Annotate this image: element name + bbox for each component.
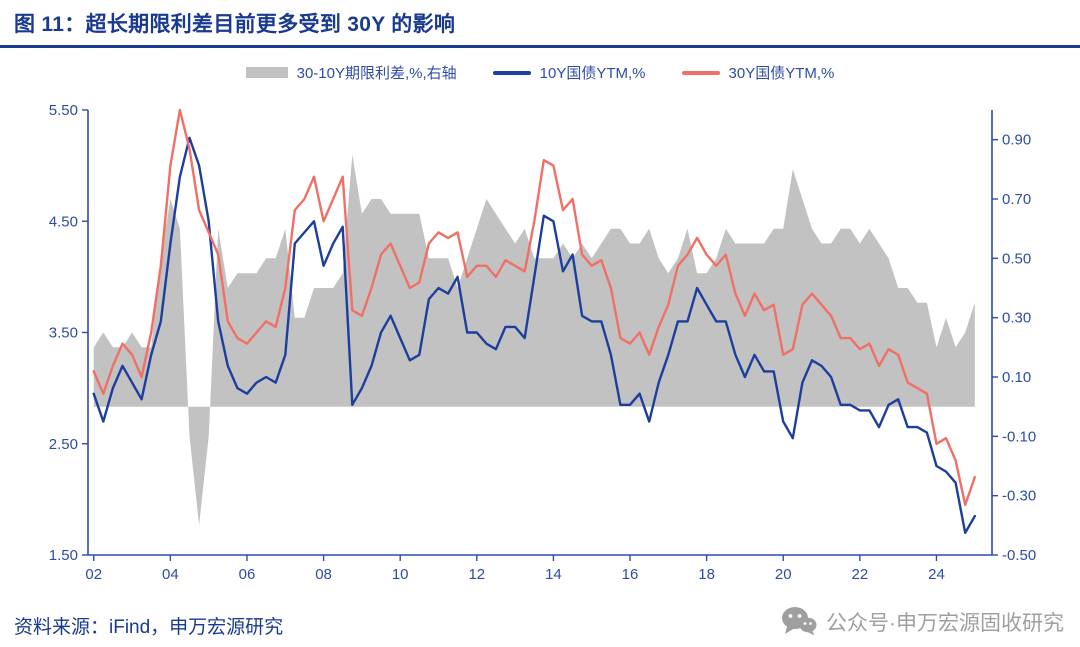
right-axis-label: -0.30	[1002, 488, 1036, 505]
source-note: 资料来源：iFind，申万宏源研究	[14, 617, 284, 638]
x-axis-label: 16	[622, 566, 639, 583]
figure-title: 图 11：超长期限利差目前更多受到 30Y 的影响	[14, 13, 456, 36]
watermark-text: 公众号·申万宏源固收研究	[826, 611, 1064, 635]
x-axis-label: 22	[852, 566, 869, 583]
line-30y-ytm	[92, 108, 976, 507]
line-10y-swatch	[492, 70, 531, 75]
x-axis-label: 04	[162, 566, 179, 583]
legend-label-spread: 30-10Y期限利差,%,右轴	[296, 65, 457, 82]
right-axis-label: -0.50	[1002, 547, 1036, 564]
left-axis-label: 4.50	[49, 213, 78, 230]
wechat-icon	[782, 607, 817, 636]
legend-item-30y: 30Y国债YTM,%	[681, 62, 835, 83]
legend-label-10y: 10Y国债YTM,%	[539, 65, 646, 82]
chart-legend: 30-10Y期限利差,%,右轴 10Y国债YTM,% 30Y国债YTM,%	[0, 62, 1080, 83]
right-axis-label: 0.70	[1002, 191, 1031, 208]
legend-item-10y: 10Y国债YTM,%	[492, 62, 646, 83]
line-30y-swatch	[681, 70, 720, 75]
x-axis-label: 08	[315, 566, 332, 583]
yield-spread-chart: 5.50 4.50 3.50 2.50 1.50 0.90 0.70 0.50 0.30 0.10…	[49, 102, 1036, 583]
right-axis-label: 0.50	[1002, 250, 1031, 267]
x-axis-label: 18	[698, 566, 715, 583]
line-10y-ytm	[92, 136, 976, 534]
watermark: 公众号·申万宏源固收研究	[781, 606, 1064, 637]
left-axis-label: 3.50	[49, 325, 78, 342]
legend-label-30y: 30Y国债YTM,%	[728, 65, 835, 82]
x-axis-label: 20	[775, 566, 792, 583]
x-axis-label: 10	[392, 566, 409, 583]
title-bar: 图 11：超长期限利差目前更多受到 30Y 的影响	[0, 0, 1080, 48]
left-axis-label: 5.50	[49, 102, 78, 119]
right-axis-label: 0.30	[1002, 310, 1031, 327]
x-axis-label: 24	[928, 566, 945, 583]
x-axis-label: 12	[468, 566, 485, 583]
right-axis-label: 0.90	[1002, 132, 1031, 149]
left-axis-label: 1.50	[49, 547, 78, 564]
x-axis-label: 06	[239, 566, 256, 583]
right-axis-label: -0.10	[1002, 428, 1036, 445]
x-axis-label: 02	[85, 566, 102, 583]
x-axis-label: 14	[545, 566, 562, 583]
spread-area	[93, 154, 975, 526]
spread-area-swatch	[245, 67, 288, 78]
right-axis-label: 0.10	[1002, 369, 1031, 386]
left-axis-label: 2.50	[49, 436, 78, 453]
legend-item-spread: 30-10Y期限利差,%,右轴	[245, 62, 457, 83]
